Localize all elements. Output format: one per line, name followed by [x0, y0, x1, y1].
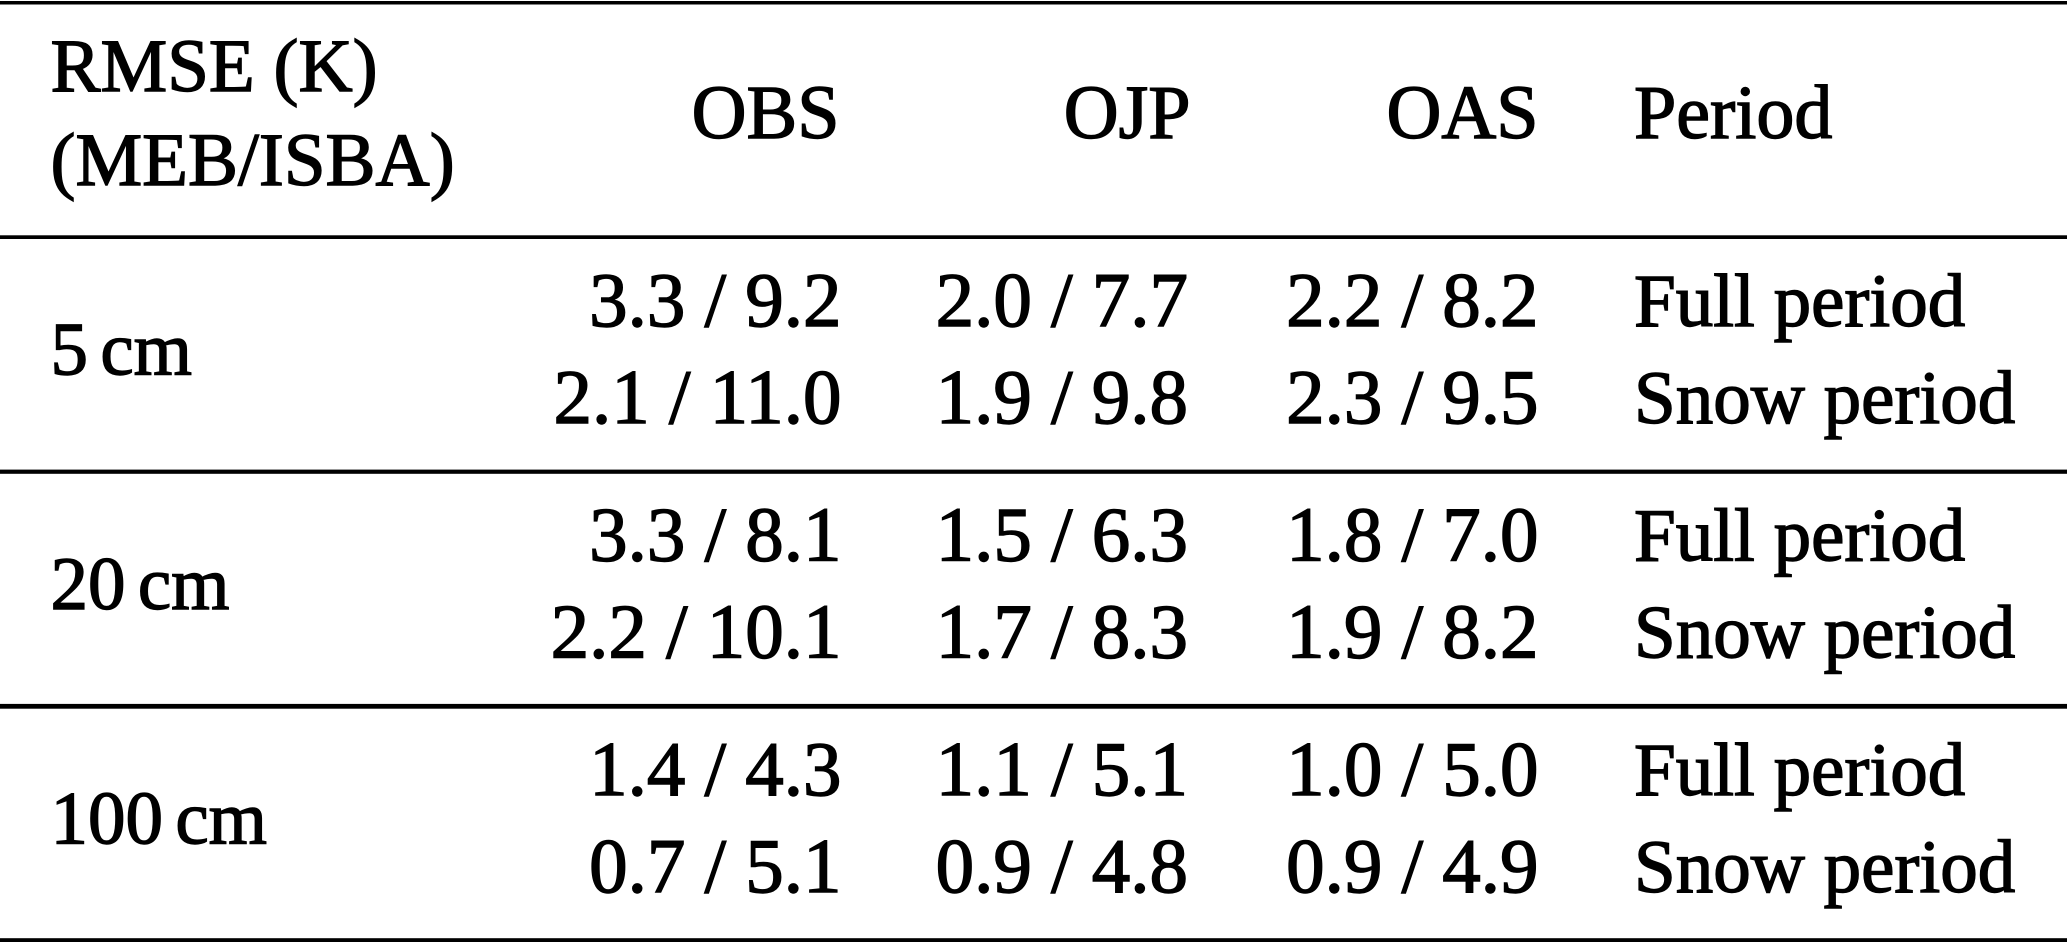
- svg-text:2.2 / 10.1: 2.2 / 10.1: [551, 589, 842, 675]
- svg-text:3.3 / 9.2: 3.3 / 9.2: [589, 257, 841, 343]
- svg-text:RMSE (K): RMSE (K): [51, 25, 378, 108]
- svg-text:Snow period: Snow period: [1634, 357, 2015, 440]
- svg-text:2.0 / 7.7: 2.0 / 7.7: [936, 257, 1188, 343]
- svg-text:1.5 / 6.3: 1.5 / 6.3: [936, 492, 1188, 578]
- svg-text:1.0 / 5.0: 1.0 / 5.0: [1286, 726, 1538, 812]
- svg-text:Full period: Full period: [1634, 260, 1965, 343]
- svg-text:5cm: 5 cm: [51, 309, 193, 392]
- svg-text:OJP: OJP: [1064, 71, 1191, 155]
- svg-text:2.2 / 8.2: 2.2 / 8.2: [1286, 257, 1538, 343]
- svg-text:0.7 / 5.1: 0.7 / 5.1: [589, 823, 841, 909]
- svg-text:1.9 / 9.8: 1.9 / 9.8: [936, 354, 1188, 440]
- svg-text:0.9 / 4.8: 0.9 / 4.8: [936, 823, 1188, 909]
- svg-text:1.9 / 8.2: 1.9 / 8.2: [1286, 589, 1538, 675]
- svg-text:Period: Period: [1634, 71, 1832, 155]
- svg-text:(MEB/ISBA): (MEB/ISBA): [51, 119, 455, 202]
- svg-text:3.3 / 8.1: 3.3 / 8.1: [589, 492, 841, 578]
- svg-text:1.1 / 5.1: 1.1 / 5.1: [936, 726, 1188, 812]
- svg-text:Snow period: Snow period: [1634, 592, 2015, 675]
- svg-text:2.3 / 9.5: 2.3 / 9.5: [1286, 354, 1538, 440]
- svg-text:1.4 / 4.3: 1.4 / 4.3: [589, 726, 841, 812]
- svg-text:Full period: Full period: [1634, 495, 1965, 578]
- svg-text:Full period: Full period: [1634, 729, 1965, 812]
- svg-text:1.8 / 7.0: 1.8 / 7.0: [1286, 492, 1538, 578]
- svg-text:2.1 / 11.0: 2.1 / 11.0: [553, 354, 841, 440]
- svg-text:OBS: OBS: [692, 71, 840, 155]
- svg-text:Snow period: Snow period: [1634, 826, 2015, 909]
- svg-text:1.7 / 8.3: 1.7 / 8.3: [936, 589, 1188, 675]
- svg-text:0.9 / 4.9: 0.9 / 4.9: [1286, 823, 1538, 909]
- svg-text:OAS: OAS: [1386, 71, 1538, 155]
